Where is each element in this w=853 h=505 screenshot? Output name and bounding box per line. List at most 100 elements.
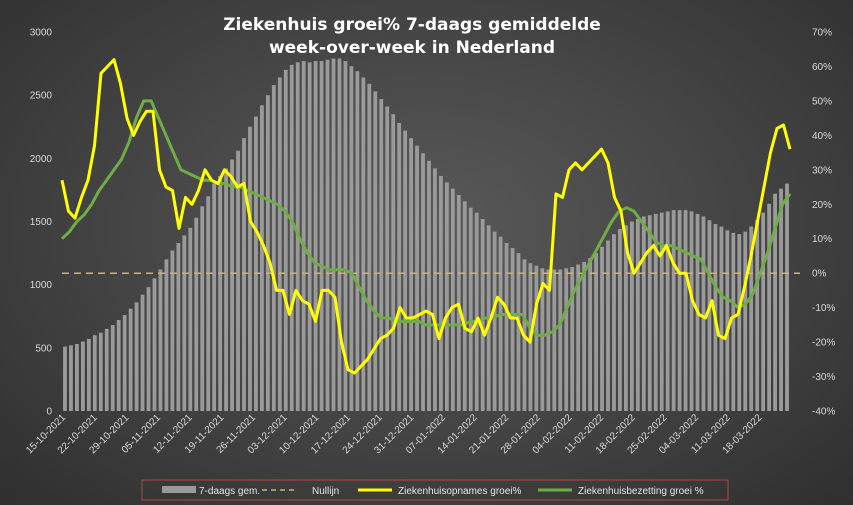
y-right-tick-label: 50%	[812, 96, 832, 107]
bar	[612, 234, 616, 411]
bar	[134, 302, 139, 411]
bar	[200, 206, 205, 411]
y-right-tick-label: 70%	[812, 28, 832, 39]
bar	[271, 85, 276, 411]
bar	[677, 210, 682, 411]
bar	[439, 176, 443, 411]
bar	[743, 231, 748, 411]
bar	[313, 61, 318, 412]
bar	[552, 269, 557, 411]
bar	[289, 64, 294, 411]
bar	[701, 216, 706, 411]
bar	[403, 130, 408, 412]
y-right-tick-label: 40%	[812, 131, 832, 142]
bar	[510, 248, 515, 411]
bar	[719, 226, 724, 411]
bar	[618, 229, 622, 411]
bar	[122, 314, 127, 411]
legend-box	[141, 479, 729, 501]
bar	[128, 308, 133, 411]
y-right-tick-label: 0%	[812, 269, 827, 280]
bar	[158, 269, 163, 411]
bar	[86, 338, 91, 411]
bar	[671, 210, 676, 411]
bar	[385, 106, 390, 411]
bar	[731, 232, 736, 411]
bar	[349, 66, 354, 412]
y-right-tick-label: 20%	[812, 200, 832, 211]
y-right-tick-label: 60%	[812, 62, 832, 73]
bar	[367, 83, 372, 412]
bar	[462, 201, 467, 411]
bar	[248, 126, 252, 411]
bar	[188, 227, 193, 411]
bar	[558, 269, 563, 411]
bar	[689, 211, 694, 411]
bar	[283, 69, 288, 412]
bar	[140, 294, 145, 411]
bar	[212, 183, 217, 411]
bar	[307, 62, 312, 411]
bar	[540, 268, 545, 411]
y-left-tick-label: 3000	[30, 28, 53, 39]
bar	[397, 122, 402, 412]
legend: 7-daags gem. Nullijn Ziekenhuisopnames g…	[141, 479, 729, 501]
y-right-tick-label: 30%	[812, 165, 832, 176]
bar	[779, 188, 783, 411]
bar	[641, 216, 646, 411]
bar	[534, 265, 539, 411]
bar	[737, 234, 742, 411]
bar	[63, 346, 67, 411]
bar	[206, 196, 211, 411]
legend-label-opnames: Ziekenhuisopnames groei%	[398, 486, 522, 497]
bar	[236, 150, 240, 411]
bar	[230, 159, 234, 411]
bar	[582, 261, 587, 411]
bar	[498, 236, 503, 411]
bar	[576, 264, 581, 411]
bar	[659, 212, 664, 411]
bar	[761, 212, 766, 411]
bar	[444, 182, 449, 411]
bar	[361, 77, 366, 411]
bar	[391, 114, 396, 412]
bar	[474, 212, 479, 411]
bar	[242, 138, 246, 411]
bar	[116, 320, 121, 411]
y-right-tick-label: -10%	[812, 303, 835, 314]
bezetting-line	[60, 99, 792, 337]
y-left-tick-label: 0	[46, 407, 52, 418]
bar	[504, 242, 509, 411]
bar	[337, 58, 342, 411]
bar	[749, 226, 754, 411]
bar	[152, 278, 157, 411]
bar	[594, 253, 598, 411]
bar	[331, 58, 336, 411]
bar	[427, 160, 431, 411]
bar	[75, 344, 79, 411]
bar	[480, 218, 485, 411]
y-left-tick-label: 2500	[30, 91, 53, 102]
bar	[110, 325, 115, 411]
legend-label-bezetting: Ziekenhuisbezetting groei %	[578, 486, 704, 497]
bar	[653, 213, 658, 411]
bar	[104, 328, 109, 411]
bar	[319, 61, 324, 412]
bar	[415, 145, 419, 411]
bar	[92, 335, 97, 411]
bar	[468, 207, 473, 411]
bar	[301, 61, 306, 412]
chart-title-line2: week-over-week in Nederland	[269, 38, 555, 58]
bar	[773, 193, 777, 411]
bar	[343, 61, 348, 412]
bar	[182, 235, 187, 411]
bar	[546, 269, 551, 411]
y-right-tick-label: 10%	[812, 234, 832, 245]
bar	[194, 217, 199, 411]
y-right-tick-label: -20%	[812, 338, 835, 349]
bar	[588, 258, 593, 411]
bar	[379, 98, 384, 412]
opnames-line	[60, 58, 792, 375]
bar	[600, 246, 604, 411]
